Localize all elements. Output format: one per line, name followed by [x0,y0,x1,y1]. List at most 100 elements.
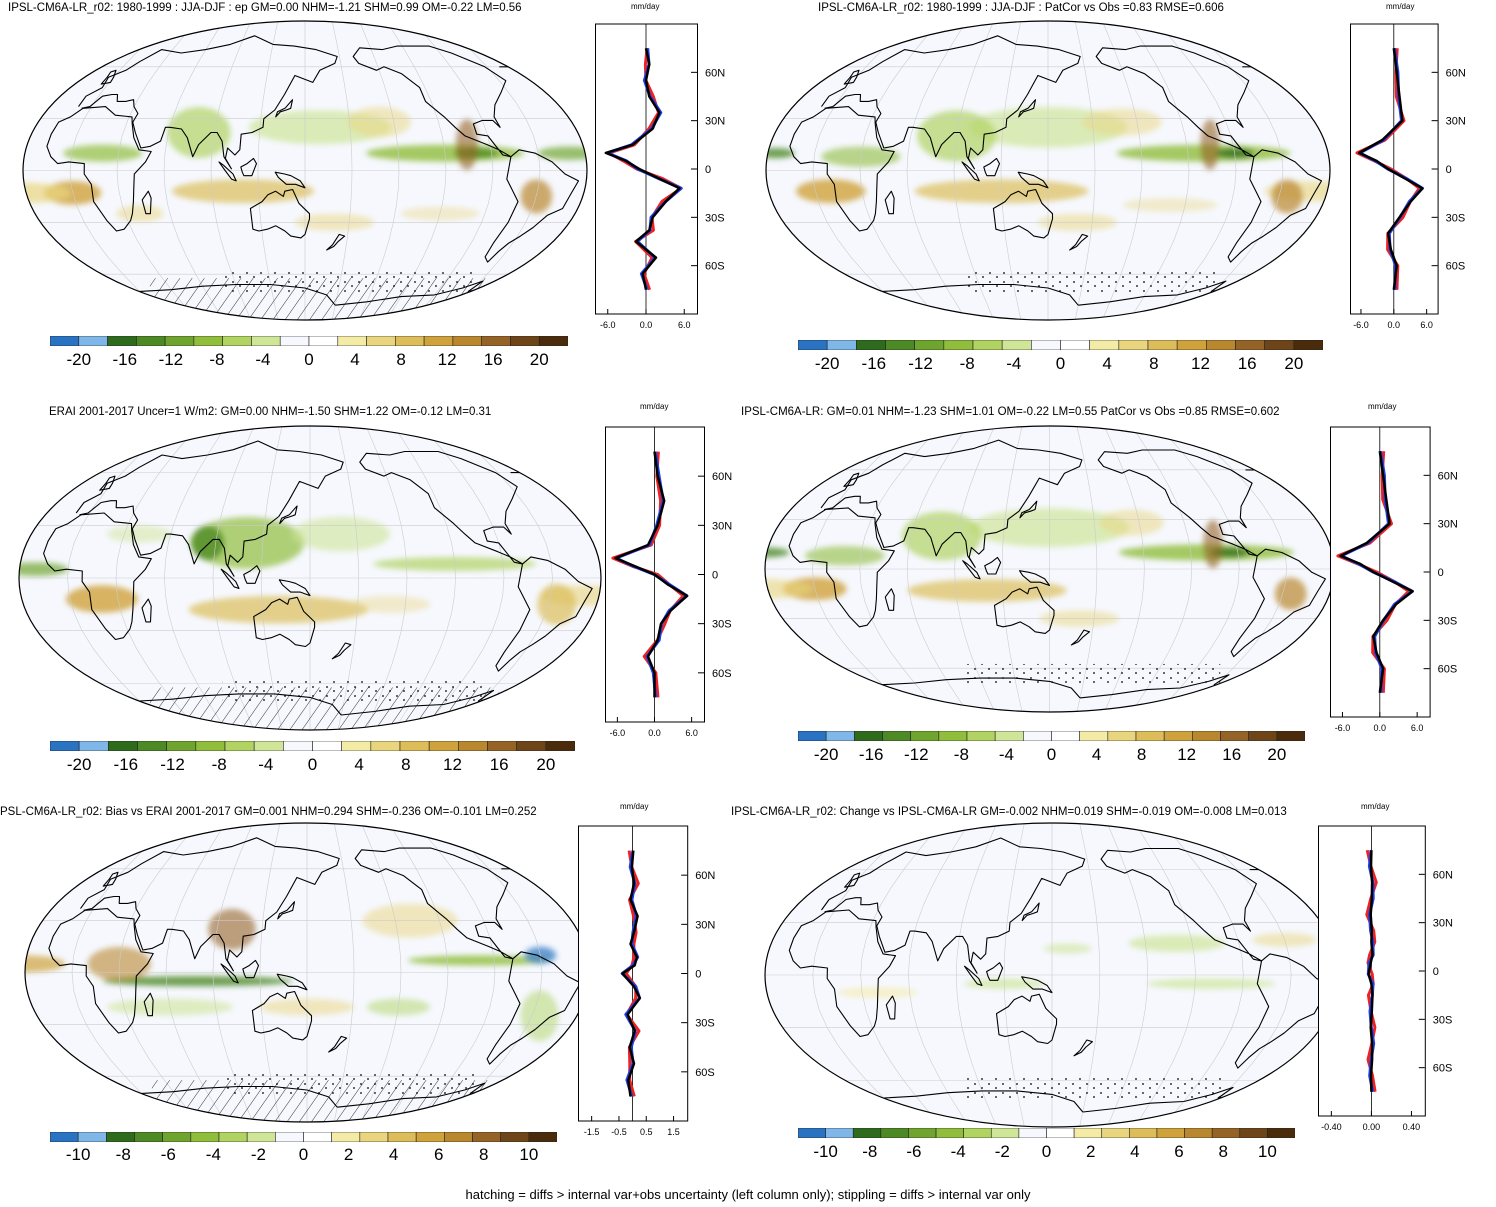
coastline-uk [843,69,860,85]
unit-label: mm/day [620,802,649,811]
colorbar-swatch [1176,340,1207,350]
colorbar-swatch [134,1132,163,1142]
colorbar-tick-label: -8 [211,755,227,774]
coastline-nz [328,1035,348,1053]
graticule-meridian [118,823,204,1122]
graticule-meridian [164,426,231,730]
colorbar-tick-label: 20 [1284,354,1304,373]
zonal-mean-profile: 60N 30N 0 30S 60S -1.5 -0.5 0.5 1.5 [578,825,715,1137]
unit-label: mm/day [640,402,669,411]
colorbar-tick-label: -4 [1006,354,1022,373]
colorbar-swatch [885,340,915,350]
colorbar-tick-label: -2 [250,1145,266,1164]
graticule-meridian [1183,823,1292,1127]
colorbar-swatch [395,336,425,346]
x-tick-label: 0.0 [1388,320,1401,330]
x-tick-label: -0.5 [611,1127,627,1137]
colorbar-swatch [246,1132,276,1142]
latitude-tick-label: 60S [712,668,732,680]
coastline-eurasia [820,439,1083,568]
zonal-mean-profile: 60N 30N 0 30S 60S -6.0 0.0 6.0 [1350,23,1466,330]
colorbar-swatch [880,1128,909,1138]
colorbar-swatch [452,336,482,346]
colorbar-tick-label: -16 [858,745,884,764]
colorbar-swatch [428,741,459,751]
coastline-namerica [1095,45,1255,158]
latitude-tick-label: 0 [695,969,701,981]
field-anomaly [191,525,225,561]
colorbar-swatch [1264,340,1295,350]
field-anomaly [1128,934,1226,952]
colorbar-swatch [387,1132,417,1142]
colorbar-tick-label: -4 [255,350,271,369]
graticule-meridian [859,426,946,712]
colorbar-swatch [510,336,540,346]
field-anomaly [1099,509,1164,536]
coastline-japan [1018,99,1037,118]
latitude-tick-label: 0 [705,164,711,176]
latitude-tick-label: 60S [1433,1063,1453,1075]
colorbar-swatch [825,1128,854,1138]
colorbar [50,1132,557,1142]
latitude-tick-label: 30S [712,619,732,631]
x-tick-label: 0.40 [1403,1122,1421,1132]
x-tick-label: 0.00 [1363,1122,1381,1132]
colorbar-swatch [137,741,167,751]
colorbar-tick-label: 2 [1085,1142,1096,1161]
colorbar-swatch [1031,340,1061,350]
coastline-samerica [1230,548,1326,658]
colorbar-swatch [308,336,339,346]
graticule-meridian [67,426,177,730]
latitude-tick-label: 60N [1446,67,1466,79]
colorbar-tick-label: 0 [1041,1142,1052,1161]
colorbar-tick-label: 8 [1136,745,1147,764]
field-anomaly [1200,119,1220,171]
coastline-nz [1070,629,1091,646]
unit-label: mm/day [1368,402,1397,411]
graticule-meridian [436,823,543,1122]
field-anomaly [1122,198,1218,212]
colorbar-swatch [472,1132,501,1142]
colorbar-swatch [366,336,396,346]
latitude-tick-label: 0 [1433,966,1439,978]
colorbar-tick-label: 8 [1218,1142,1228,1161]
graticule-meridian [859,21,945,320]
coastline-africa [43,512,152,641]
coastline-newguinea [276,973,308,991]
colorbar-swatch [1129,1128,1158,1138]
colorbar-tick-label: 10 [1257,1142,1277,1161]
field-anomaly [167,107,231,158]
colorbar-swatch [1118,340,1149,350]
colorbar-swatch [500,1132,530,1142]
colorbar-swatch [253,741,284,751]
latitude-tick-label: 0 [712,570,718,582]
colorbar-swatch [852,1128,882,1138]
ensemble-zonal-mean-line [614,451,689,698]
coastline-sumatra [963,965,983,987]
field-anomaly [1043,943,1092,954]
colorbar-swatch [487,741,517,751]
colorbar-tick-label: 20 [529,350,549,369]
ensemble-zonal-mean-line [604,47,681,291]
colorbar-swatch [1001,340,1032,350]
x-tick-label: 6.0 [1420,320,1433,330]
panel-title: ERAI 2001-2017 Uncer=1 W/m2: GM=0.00 NHM… [49,406,492,418]
x-tick-label: 6.0 [678,320,691,330]
zonal-mean-profile: 60N 30N 0 30S 60S -6.0 0.0 6.0 [1330,426,1458,733]
colorbar-swatch [1267,1128,1295,1138]
colorbar-swatch [195,741,226,751]
coastline-japan [1019,500,1038,519]
coastline-newguinea [278,579,311,597]
x-tick-label: 0.0 [1374,723,1387,733]
colorbar-tick-label: -16 [113,755,139,774]
colorbar-swatch [108,741,138,751]
x-tick-label: 0.0 [640,320,653,330]
coastline-borneo [984,556,1002,575]
coastline-nz [326,233,346,251]
unit-label: mm/day [1361,802,1390,811]
coastline-africa [788,909,897,1038]
field-anomaly [63,144,143,162]
coastline-samerica [1234,953,1331,1069]
colorbar-tick-label: -20 [66,350,92,369]
coastline-madagascar [884,588,895,611]
